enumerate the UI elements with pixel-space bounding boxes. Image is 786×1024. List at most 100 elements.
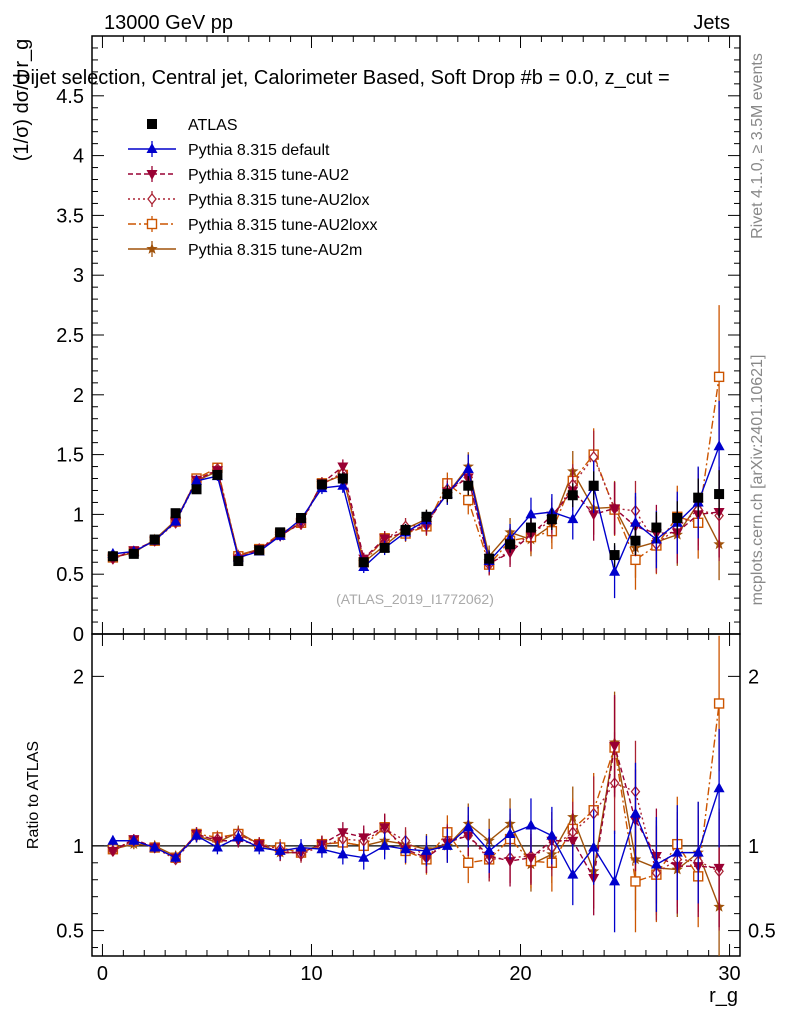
ratio-point [630, 876, 641, 887]
x-axis-ticks: 0 10 20 30 [97, 634, 741, 985]
ratio-point [650, 858, 662, 869]
ratio-point [358, 833, 370, 844]
ratio-point [504, 857, 516, 868]
rivet-version-label: Rivet 4.1.0, ≥ 3.5M events [749, 53, 766, 239]
data-point [296, 512, 307, 523]
ratio-y-tick-label: 1 [73, 836, 84, 858]
main-y-tick-label: 4.5 [56, 86, 84, 108]
ratio-point [379, 839, 391, 850]
ratio-point [441, 839, 453, 850]
series-line [112, 376, 720, 567]
data-point [463, 480, 474, 491]
data-point [254, 545, 265, 556]
ratio-point [713, 698, 725, 709]
data-point [212, 469, 223, 480]
ratio-point [337, 828, 349, 839]
data-point [609, 504, 621, 515]
data-point [525, 508, 537, 519]
series-line [112, 464, 720, 564]
ratio-point [295, 841, 307, 852]
ratio-point [713, 782, 725, 793]
legend-entry: Pythia 8.315 tune-AU2 [128, 166, 349, 184]
ratio-point [483, 844, 495, 855]
data-point [609, 565, 621, 576]
series-line [112, 445, 720, 575]
main-y-tick-label: 0 [73, 624, 84, 646]
ratio-point [609, 875, 621, 886]
ratio-point [191, 829, 203, 840]
data-point [693, 492, 704, 503]
ratio-point [463, 857, 474, 868]
ratio-y-tick-label-right: 1 [748, 836, 759, 858]
data-point [275, 527, 286, 538]
data-point [400, 524, 411, 535]
ratio-point [546, 829, 558, 840]
main-series-layer [107, 305, 725, 599]
header-right: Jets [693, 12, 730, 34]
legend: ATLAS Pythia 8.315 default Pythia 8.315 tu… [128, 117, 377, 259]
ratio-series-layer [107, 635, 725, 956]
ratio-point [567, 836, 579, 847]
plot-title: Dijet selection, Central jet, Calorimete… [16, 67, 670, 89]
legend-entry: Pythia 8.315 tune-AU2m [128, 241, 362, 259]
header-left: 13000 GeV pp [104, 12, 233, 34]
data-point [588, 480, 599, 491]
main-y-tick-label: 2.5 [56, 325, 84, 347]
ratio-point [107, 834, 119, 845]
series-1 [107, 400, 725, 599]
ratio-y-label: Ratio to ATLAS [25, 741, 42, 849]
ratio-y-tick-label: 2 [73, 666, 84, 688]
ratio-point [379, 823, 391, 834]
analysis-watermark: (ATLAS_2019_I1772062) [336, 591, 494, 607]
ratio-point [107, 846, 119, 857]
ratio-point [232, 831, 244, 842]
x-tick-label: 10 [300, 963, 322, 985]
data-point [358, 557, 369, 568]
data-point [337, 479, 349, 490]
data-point [525, 522, 536, 533]
data-point [630, 554, 641, 566]
data-point [379, 534, 391, 545]
ratio-y-tick-label-right: 2 [748, 666, 759, 688]
ratio-series-3 [107, 635, 725, 933]
series-line [112, 465, 720, 565]
ratio-point [253, 841, 265, 852]
data-point [170, 515, 182, 526]
legend-entry: Pythia 8.315 default [128, 141, 330, 159]
data-point [629, 516, 641, 527]
ratio-point [525, 853, 537, 864]
ratio-point [400, 843, 412, 854]
data-point [713, 440, 725, 451]
ratio-point [274, 844, 286, 855]
data-point [714, 489, 725, 500]
ratio-y-ticks: 0.5 0.5 1 1 2 2 [56, 666, 776, 949]
data-point [546, 514, 557, 525]
main-y-ticks: 0 0.5 1 1.5 2 2.5 3 3.5 4 4.5 [56, 36, 740, 646]
data-point [651, 522, 662, 533]
ratio-point [420, 844, 432, 855]
x-tick-label: 20 [509, 963, 531, 985]
data-point [233, 556, 244, 567]
legend-marker [146, 170, 158, 180]
data-point [505, 539, 516, 550]
main-y-tick-label: 3 [73, 265, 84, 287]
ratio-point [713, 863, 725, 874]
data-point [672, 512, 683, 523]
main-y-tick-label: 3.5 [56, 205, 84, 227]
legend-entry: ATLAS [147, 117, 238, 134]
data-point [107, 551, 118, 562]
ratio-point [525, 819, 537, 830]
ratio-point [170, 851, 182, 862]
series-0 [107, 469, 725, 568]
data-point [462, 462, 474, 473]
main-y-tick-label: 1.5 [56, 445, 84, 467]
ratio-line [112, 742, 720, 908]
data-point [588, 510, 600, 521]
data-point [379, 542, 390, 553]
series-3 [108, 430, 724, 576]
legend-label: Pythia 8.315 tune-AU2loxx [188, 217, 377, 234]
ratio-point [567, 868, 579, 879]
x-tick-label: 0 [97, 963, 108, 985]
main-y-tick-label: 1 [73, 504, 84, 526]
mcplots-label: mcplots.cern.ch [arXiv:2401.10621] [749, 355, 766, 606]
